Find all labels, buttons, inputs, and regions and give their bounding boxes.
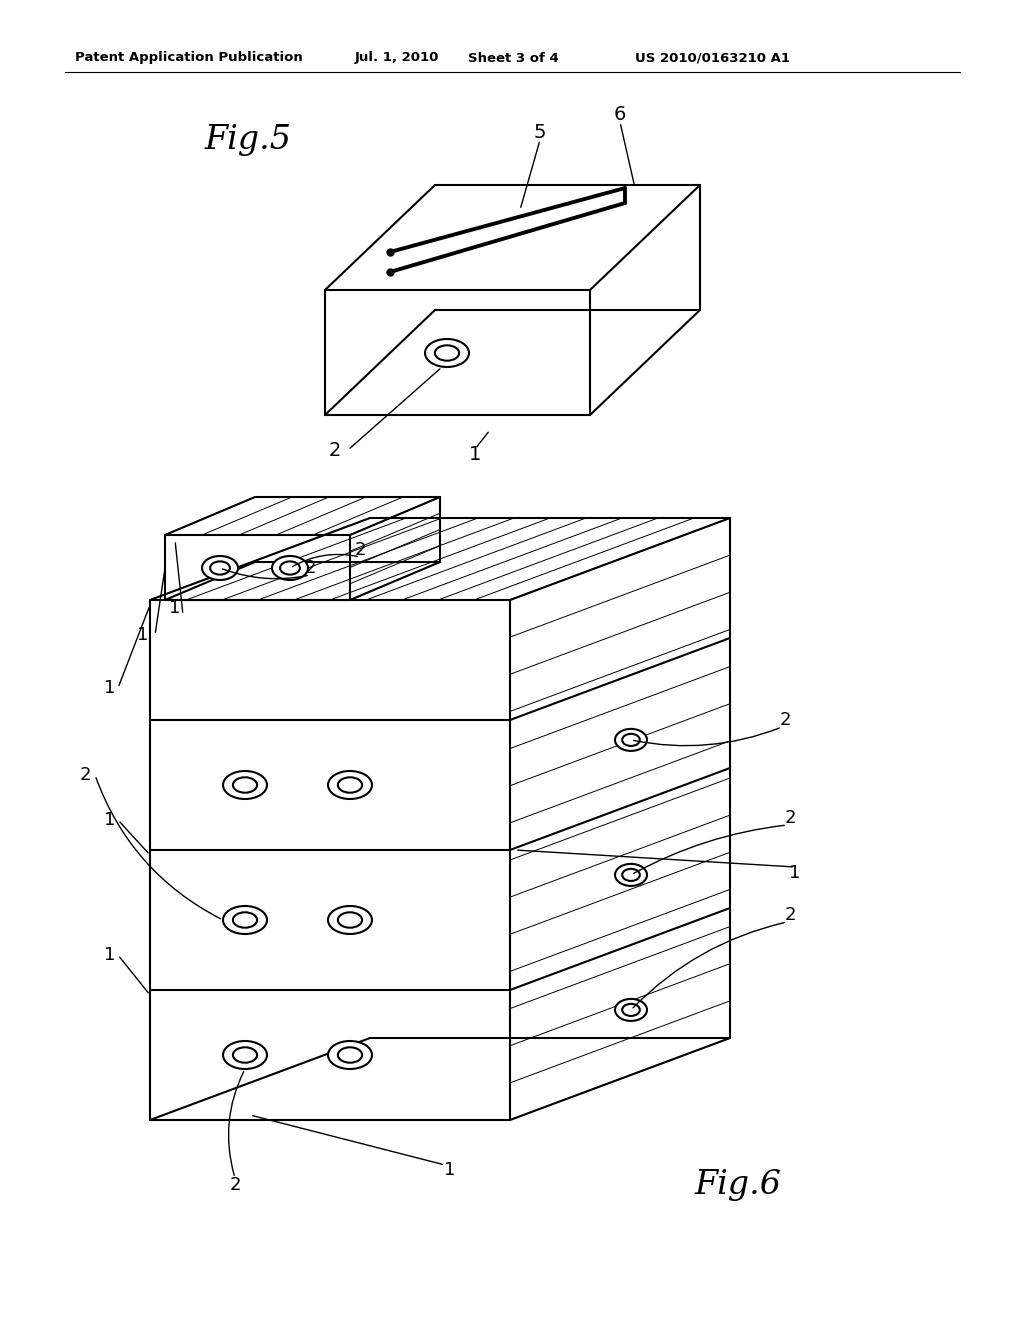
Ellipse shape [328, 906, 372, 935]
Ellipse shape [328, 771, 372, 799]
Text: 2: 2 [229, 1176, 241, 1195]
Text: 1: 1 [104, 810, 116, 829]
Text: 2: 2 [329, 441, 341, 459]
Ellipse shape [615, 999, 647, 1020]
Text: 1: 1 [469, 446, 481, 465]
Text: 5: 5 [534, 123, 546, 141]
Text: 2: 2 [784, 906, 796, 924]
Text: US 2010/0163210 A1: US 2010/0163210 A1 [635, 51, 790, 65]
Text: 2: 2 [304, 558, 315, 577]
Ellipse shape [623, 1003, 640, 1016]
Text: 1: 1 [790, 865, 801, 882]
Ellipse shape [338, 1047, 362, 1063]
Text: Sheet 3 of 4: Sheet 3 of 4 [468, 51, 559, 65]
Text: Fig.5: Fig.5 [205, 124, 292, 156]
Text: Jul. 1, 2010: Jul. 1, 2010 [355, 51, 439, 65]
Ellipse shape [232, 777, 257, 793]
Ellipse shape [623, 734, 640, 746]
Text: 2: 2 [354, 541, 366, 558]
Ellipse shape [232, 912, 257, 928]
Text: Fig.6: Fig.6 [695, 1170, 782, 1201]
Ellipse shape [210, 561, 230, 574]
Text: 2: 2 [784, 809, 796, 828]
Ellipse shape [272, 556, 308, 579]
Ellipse shape [338, 777, 362, 793]
Text: 2: 2 [79, 766, 91, 784]
Ellipse shape [328, 1041, 372, 1069]
Ellipse shape [338, 912, 362, 928]
Ellipse shape [281, 561, 300, 574]
Ellipse shape [623, 869, 640, 880]
Text: 1: 1 [169, 599, 180, 616]
Text: 1: 1 [104, 946, 116, 964]
Text: 1: 1 [104, 678, 116, 697]
Ellipse shape [232, 1047, 257, 1063]
Ellipse shape [425, 339, 469, 367]
Text: 2: 2 [779, 711, 791, 729]
Ellipse shape [223, 771, 267, 799]
Text: Patent Application Publication: Patent Application Publication [75, 51, 303, 65]
Text: 1: 1 [444, 1162, 456, 1179]
Ellipse shape [223, 906, 267, 935]
Text: 6: 6 [613, 106, 627, 124]
Ellipse shape [615, 863, 647, 886]
Ellipse shape [202, 556, 238, 579]
Ellipse shape [435, 346, 459, 360]
Ellipse shape [615, 729, 647, 751]
Text: 1: 1 [137, 626, 148, 644]
Ellipse shape [223, 1041, 267, 1069]
